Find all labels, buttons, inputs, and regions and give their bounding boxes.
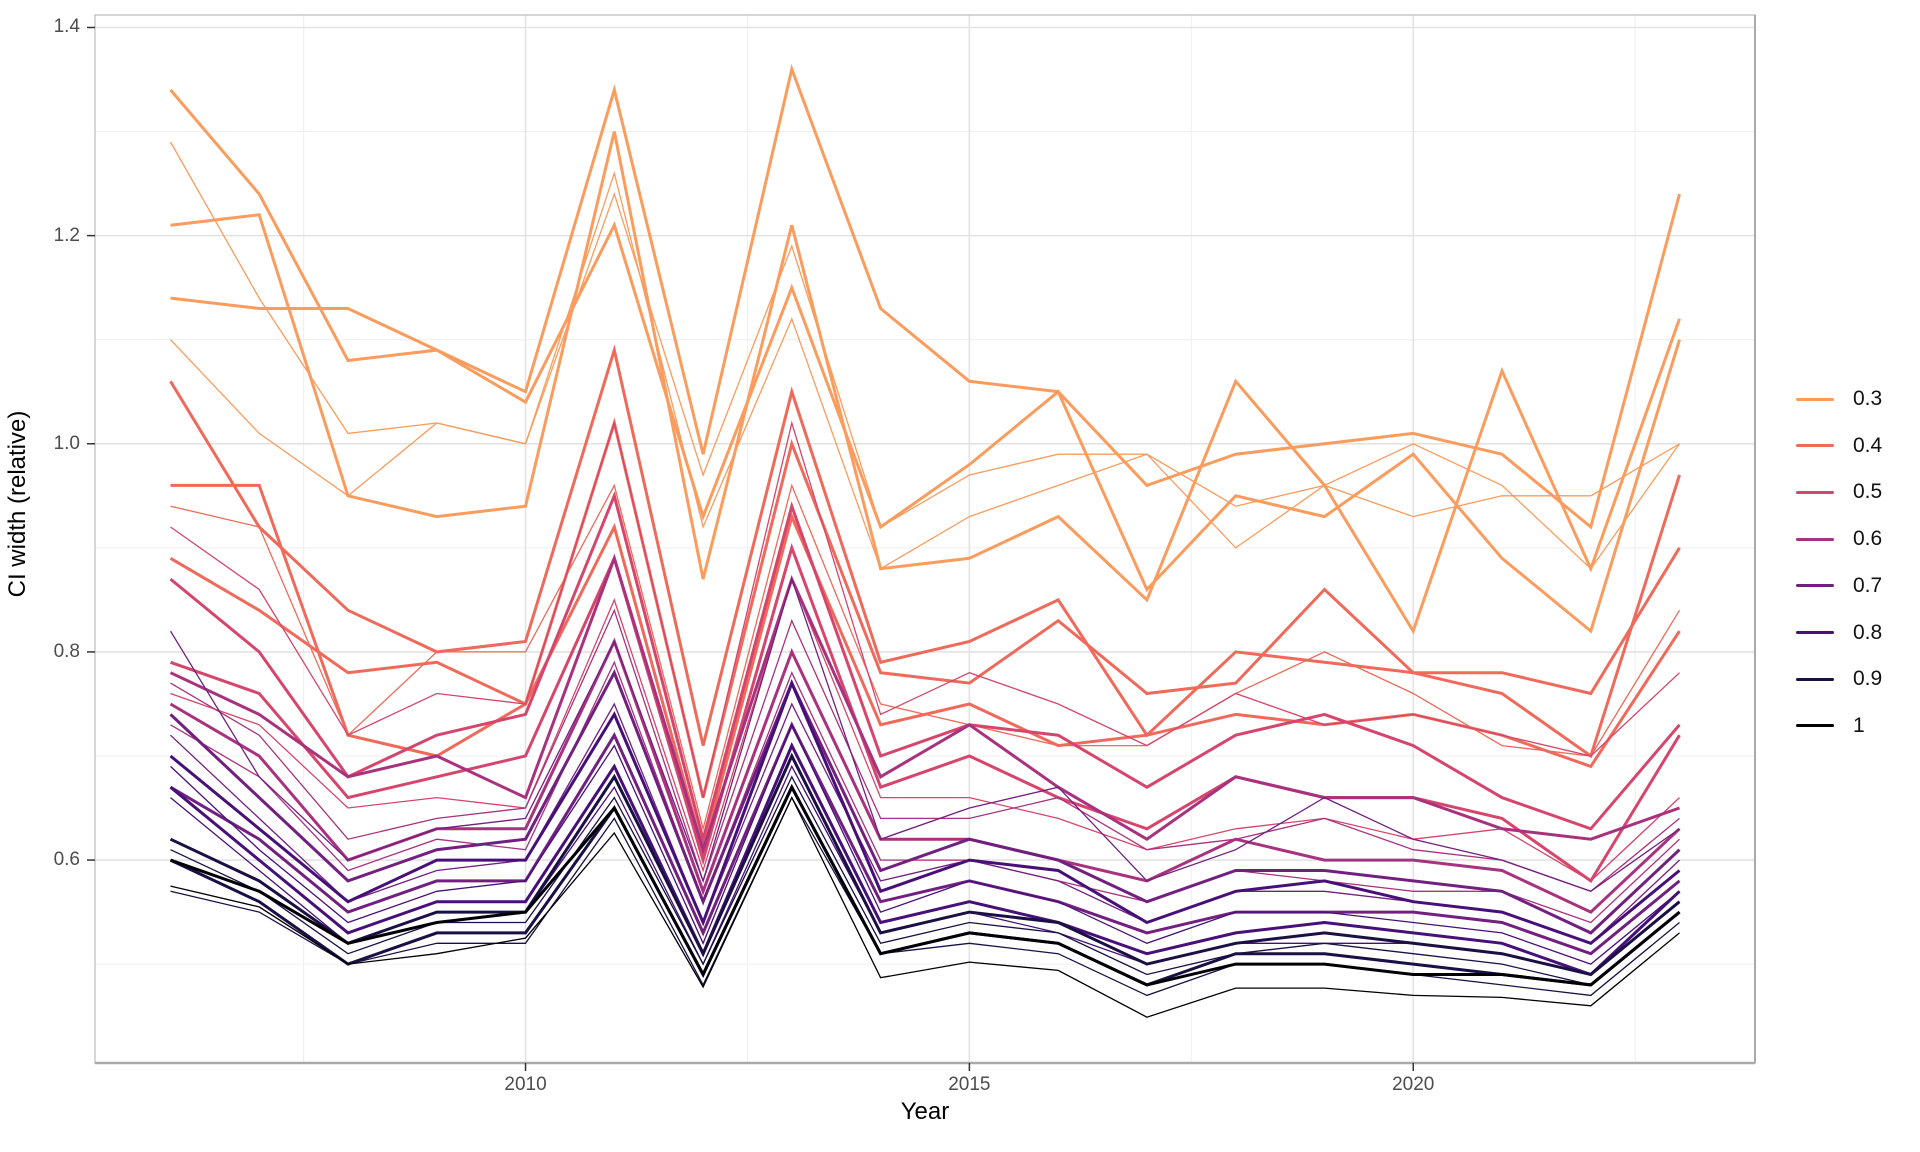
x-axis-title: Year: [900, 1098, 950, 1125]
series-line-0.5-10: [169, 491, 1681, 846]
legend-label: 0.5: [1853, 480, 1883, 504]
series-line-0.7-20: [169, 721, 1681, 956]
panel-border: [94, 14, 1756, 1064]
series-line-1-30: [170, 796, 1680, 1018]
legend-label: 0.9: [1853, 667, 1883, 691]
series-line-0.4-7: [170, 483, 1681, 832]
series-line-0.6-14: [170, 608, 1680, 893]
series-line-0.6-16: [170, 660, 1680, 924]
series-line-0.9-25: [169, 752, 1681, 977]
y-axis-title: CI width (relative): [4, 410, 31, 598]
legend-key-line: [1796, 490, 1834, 494]
series-line-0.5-12: [170, 577, 1680, 882]
legend-item-0.7: 0.7: [1796, 571, 1882, 601]
legend-key-line: [1796, 631, 1834, 634]
series-line-1-29: [170, 783, 1681, 987]
series-line-0.7-17: [169, 576, 1680, 893]
series-line-0.3-2: [170, 131, 1681, 635]
y-tick-label: 1.2: [53, 224, 80, 246]
legend-label: 0.4: [1853, 433, 1883, 457]
series-line-0.4-6: [170, 417, 1681, 798]
series-line-0.8-22: [170, 723, 1680, 965]
y-tick-label: 0.6: [53, 849, 80, 871]
series-line-0.8-23: [169, 742, 1681, 977]
x-tick-label: 2015: [948, 1074, 991, 1095]
y-tick-label: 1.4: [53, 16, 80, 38]
legend-key-line: [1796, 584, 1834, 588]
legend-item-0.5: 0.5: [1796, 477, 1882, 507]
series-line-0.3-3: [170, 221, 1681, 634]
legend-label: 0.8: [1853, 620, 1883, 644]
legend-key-line: [1796, 444, 1834, 448]
legend-item-0.9: 0.9: [1796, 664, 1882, 694]
series-line-0.9-28: [170, 796, 1680, 997]
legend-item-0.4: 0.4: [1796, 431, 1882, 461]
legend-item-0.3: 0.3: [1796, 384, 1882, 414]
series-line-0.8-21: [169, 679, 1681, 945]
series-line-0.9-26: [170, 775, 1680, 986]
legend-item-1: 1: [1796, 711, 1865, 741]
series-line-0.5-11: [170, 542, 1681, 884]
series-line-0.7-18: [169, 669, 1681, 935]
x-tick-label: 2010: [504, 1074, 547, 1095]
legend-key-line: [1796, 724, 1834, 728]
y-tick-label: 1.0: [53, 432, 80, 454]
x-tick-label: 2020: [1392, 1074, 1435, 1095]
series-line-0.3-0: [169, 63, 1681, 530]
legend-key-line: [1796, 397, 1834, 401]
legend-item-0.6: 0.6: [1796, 524, 1882, 554]
series-line-0.3-1: [169, 141, 1681, 570]
y-tick-label: 0.8: [53, 640, 80, 662]
series-line-0.4-5: [169, 344, 1681, 759]
series-line-0.3-4: [170, 170, 1680, 570]
legend-label: 0.6: [1853, 527, 1883, 551]
series-line-0.6-13: [169, 553, 1680, 855]
legend-label: 0.3: [1853, 387, 1883, 410]
legend-label: 0.7: [1853, 573, 1883, 597]
legend-label: 1: [1853, 713, 1865, 737]
legend-key-line: [1796, 537, 1834, 541]
legend-item-0.8: 0.8: [1796, 618, 1882, 648]
legend-key-line: [1796, 677, 1834, 681]
series-line-0.5-9: [170, 420, 1680, 798]
